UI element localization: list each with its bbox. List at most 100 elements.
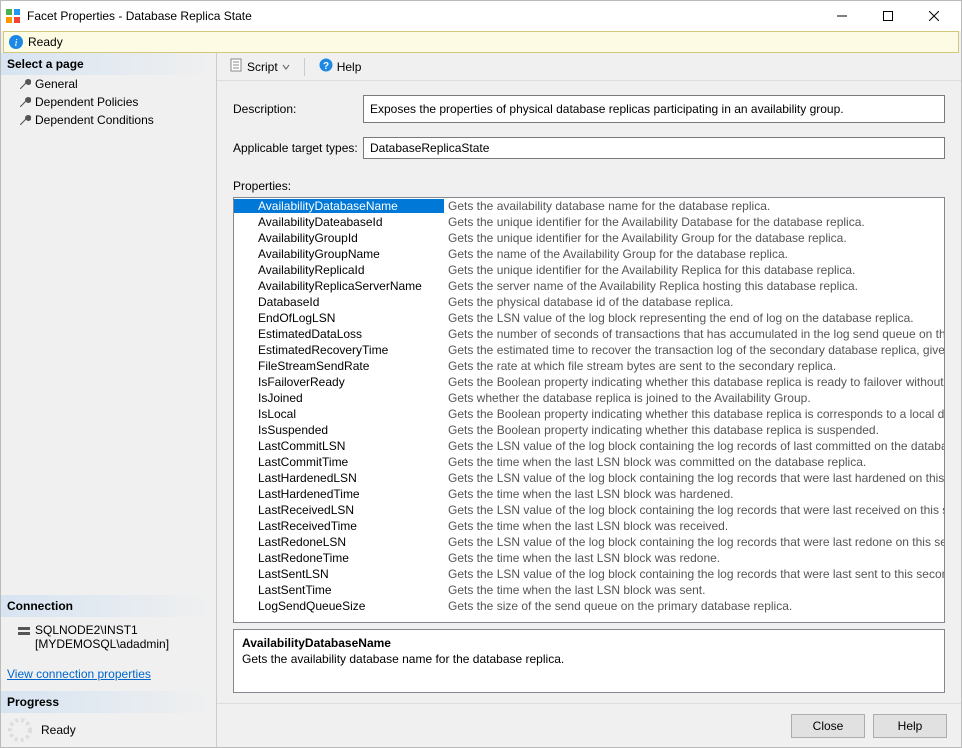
help-icon: ? xyxy=(319,58,333,75)
description-field: Exposes the properties of physical datab… xyxy=(363,95,945,123)
properties-label: Properties: xyxy=(217,179,961,197)
property-desc: Gets the LSN value of the log block cont… xyxy=(444,503,944,517)
property-row[interactable]: AvailabilityReplicaIdGets the unique ide… xyxy=(234,262,944,278)
properties-grid-scroll[interactable]: AvailabilityDatabaseNameGets the availab… xyxy=(234,198,944,622)
property-desc: Gets the name of the Availability Group … xyxy=(444,247,944,261)
property-name: LastHardenedTime xyxy=(234,487,444,501)
property-desc: Gets the time when the last LSN block wa… xyxy=(444,519,944,533)
select-page-header: Select a page xyxy=(1,53,216,75)
property-row[interactable]: LastCommitLSNGets the LSN value of the l… xyxy=(234,438,944,454)
script-label: Script xyxy=(247,60,278,74)
connection-info: SQLNODE2\INST1 [MYDEMOSQL\adadmin] xyxy=(1,617,216,657)
property-name: LastSentLSN xyxy=(234,567,444,581)
property-desc: Gets the number of seconds of transactio… xyxy=(444,327,944,341)
sidebar-nav-item[interactable]: Dependent Conditions xyxy=(1,111,216,129)
svg-text:?: ? xyxy=(323,61,329,72)
main-panel: Script ? Help Description: Exposes the p… xyxy=(217,53,961,747)
property-row[interactable]: LastHardenedTimeGets the time when the l… xyxy=(234,486,944,502)
content-area: Select a page GeneralDependent PoliciesD… xyxy=(1,53,961,747)
detail-title: AvailabilityDatabaseName xyxy=(242,636,936,650)
property-row[interactable]: AvailabilityDateabaseIdGets the unique i… xyxy=(234,214,944,230)
property-row[interactable]: AvailabilityDatabaseNameGets the availab… xyxy=(234,198,944,214)
sidebar: Select a page General Dependent Policies D… xyxy=(1,53,217,747)
property-name: FileStreamSendRate xyxy=(234,359,444,373)
maximize-button[interactable] xyxy=(865,1,911,31)
property-desc: Gets the Boolean property indicating whe… xyxy=(444,423,944,437)
facet-properties-window: Facet Properties - Database Replica Stat… xyxy=(0,0,962,748)
property-row[interactable]: LastCommitTimeGets the time when the las… xyxy=(234,454,944,470)
script-button[interactable]: Script xyxy=(223,56,296,77)
property-name: IsJoined xyxy=(234,391,444,405)
property-row[interactable]: LogSendQueueSizeGets the size of the sen… xyxy=(234,598,944,614)
property-desc: Gets the LSN value of the log block cont… xyxy=(444,439,944,453)
property-desc: Gets the Boolean property indicating whe… xyxy=(444,407,944,421)
property-name: AvailabilityDateabaseId xyxy=(234,215,444,229)
sidebar-nav-item[interactable]: General xyxy=(1,75,216,93)
progress-box: Ready xyxy=(1,713,216,747)
property-row[interactable]: IsLocalGets the Boolean property indicat… xyxy=(234,406,944,422)
property-desc: Gets the rate at which file stream bytes… xyxy=(444,359,944,373)
property-row[interactable]: LastSentTimeGets the time when the last … xyxy=(234,582,944,598)
property-row[interactable]: EstimatedRecoveryTimeGets the estimated … xyxy=(234,342,944,358)
progress-header: Progress xyxy=(1,691,216,713)
property-row[interactable]: IsJoinedGets whether the database replic… xyxy=(234,390,944,406)
property-name: LastCommitTime xyxy=(234,455,444,469)
property-name: LogSendQueueSize xyxy=(234,599,444,613)
property-row[interactable]: IsFailoverReadyGets the Boolean property… xyxy=(234,374,944,390)
property-row[interactable]: DatabaseIdGets the physical database id … xyxy=(234,294,944,310)
property-name: IsSuspended xyxy=(234,423,444,437)
help-dialog-button[interactable]: Help xyxy=(873,714,947,738)
svg-text:i: i xyxy=(14,37,17,49)
status-text: Ready xyxy=(28,35,63,49)
properties-grid: AvailabilityDatabaseNameGets the availab… xyxy=(233,197,945,623)
close-dialog-button[interactable]: Close xyxy=(791,714,865,738)
property-name: AvailabilityReplicaId xyxy=(234,263,444,277)
property-row[interactable]: AvailabilityGroupNameGets the name of th… xyxy=(234,246,944,262)
target-types-field: DatabaseReplicaState xyxy=(363,137,945,159)
property-name: EstimatedRecoveryTime xyxy=(234,343,444,357)
property-row[interactable]: FileStreamSendRateGets the rate at which… xyxy=(234,358,944,374)
property-row[interactable]: LastReceivedLSNGets the LSN value of the… xyxy=(234,502,944,518)
property-name: LastReceivedLSN xyxy=(234,503,444,517)
property-row[interactable]: LastRedoneLSNGets the LSN value of the l… xyxy=(234,534,944,550)
nav-label: Dependent Conditions xyxy=(35,113,154,127)
property-row[interactable]: AvailabilityGroupIdGets the unique ident… xyxy=(234,230,944,246)
property-row[interactable]: IsSuspendedGets the Boolean property ind… xyxy=(234,422,944,438)
form-area: Description: Exposes the properties of p… xyxy=(217,81,961,179)
property-name: LastRedoneTime xyxy=(234,551,444,565)
sidebar-nav-item[interactable]: Dependent Policies xyxy=(1,93,216,111)
property-desc: Gets the time when the last LSN block wa… xyxy=(444,487,944,501)
property-desc: Gets the LSN value of the log block repr… xyxy=(444,311,944,325)
property-desc: Gets the LSN value of the log block cont… xyxy=(444,535,944,549)
close-button[interactable] xyxy=(911,1,957,31)
property-desc: Gets whether the database replica is joi… xyxy=(444,391,944,405)
info-icon: i xyxy=(8,34,24,50)
property-desc: Gets the LSN value of the log block cont… xyxy=(444,471,944,485)
server-icon xyxy=(17,624,31,638)
detail-desc: Gets the availability database name for … xyxy=(242,652,936,666)
property-row[interactable]: LastReceivedTimeGets the time when the l… xyxy=(234,518,944,534)
minimize-button[interactable] xyxy=(819,1,865,31)
help-button[interactable]: ? Help xyxy=(313,56,368,77)
property-desc: Gets the estimated time to recover the t… xyxy=(444,343,944,357)
property-name: IsFailoverReady xyxy=(234,375,444,389)
dialog-footer: Close Help xyxy=(217,703,961,747)
property-row[interactable]: LastRedoneTimeGets the time when the las… xyxy=(234,550,944,566)
property-desc: Gets the physical database id of the dat… xyxy=(444,295,944,309)
property-row[interactable]: LastHardenedLSNGets the LSN value of the… xyxy=(234,470,944,486)
window-title: Facet Properties - Database Replica Stat… xyxy=(27,9,819,23)
property-name: EndOfLogLSN xyxy=(234,311,444,325)
property-row[interactable]: LastSentLSNGets the LSN value of the log… xyxy=(234,566,944,582)
nav-label: General xyxy=(35,77,78,91)
description-label: Description: xyxy=(233,102,363,116)
wrench-icon xyxy=(19,114,31,126)
property-name: LastReceivedTime xyxy=(234,519,444,533)
property-name: LastHardenedLSN xyxy=(234,471,444,485)
property-row[interactable]: AvailabilityReplicaServerNameGets the se… xyxy=(234,278,944,294)
property-row[interactable]: EstimatedDataLossGets the number of seco… xyxy=(234,326,944,342)
user-name: [MYDEMOSQL\adadmin] xyxy=(35,637,169,651)
view-connection-link[interactable]: View connection properties xyxy=(1,657,216,691)
property-row[interactable]: EndOfLogLSNGets the LSN value of the log… xyxy=(234,310,944,326)
progress-text: Ready xyxy=(41,723,76,737)
property-desc: Gets the time when the last LSN block wa… xyxy=(444,455,944,469)
